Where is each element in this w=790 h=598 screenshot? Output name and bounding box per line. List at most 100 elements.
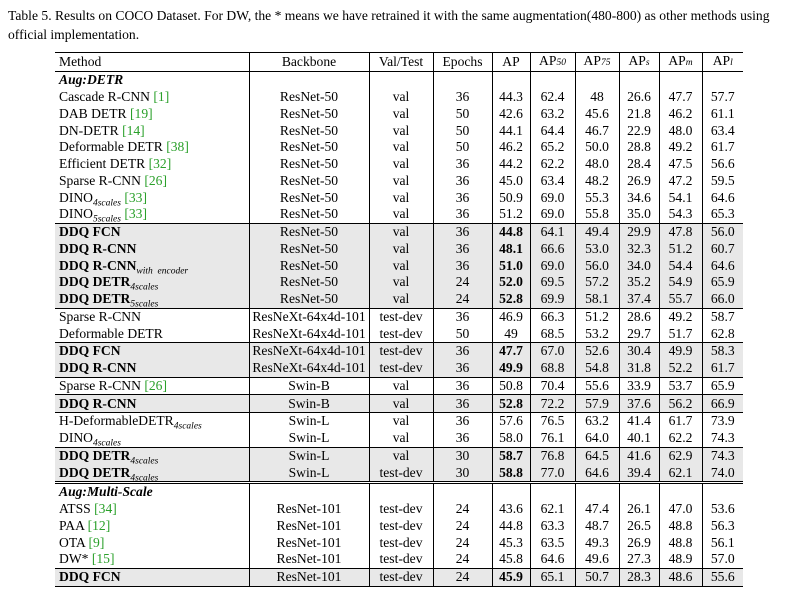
apm-cell: 51.7 [659,325,703,343]
method-name: Sparse R-CNN [59,377,141,393]
method-subscript: 4scales [130,456,159,465]
epochs-cell: 36 [433,341,493,360]
aps-cell: 31.8 [619,359,660,377]
citation-link[interactable]: [26] [144,172,167,188]
ap50-cell: 64.4 [530,122,576,139]
header-apl: APl [702,52,743,72]
method-subscript: 4scales [173,422,202,430]
ap50-cell: 69.0 [530,257,576,274]
epochs-cell: 24 [433,274,493,291]
epochs-cell: 36 [433,411,493,430]
ap50-cell: 68.8 [530,359,576,377]
backbone-cell: ResNet-50 [249,172,370,190]
apm-cell: 61.7 [659,411,703,430]
method-name: DDQ FCN [59,569,121,585]
table-row: DDQ R-CNN Swin-B val 36 52.8 72.2 57.9 37.6 56.2… [55,394,743,413]
apm-cell: 54.9 [659,274,703,291]
epochs-cell: 24 [433,551,493,569]
ap-cell: 52.0 [492,274,531,291]
epochs-cell: 30 [433,446,493,465]
method-cell: DAB DETR [19] [55,105,250,123]
citation-link[interactable]: [19] [130,105,153,121]
aps-cell: 39.4 [619,464,660,483]
split-cell: val [369,222,434,241]
table-row: DN-DETR [14] ResNet-50 val 50 44.1 64.4 46.7 22… [55,122,743,139]
ap-cell: 48.1 [492,240,531,258]
ap-cell: 42.6 [492,105,531,123]
backbone-cell: Swin-B [249,376,370,395]
split-cell: test-dev [369,551,434,569]
method-name: DDQ DETR [59,447,131,463]
method-name: PAA [59,517,85,533]
aps-cell: 41.6 [619,446,660,465]
header-apm: APm [659,52,703,72]
table-row: DDQ FCN ResNeXt-64x4d-101 test-dev 36 47.7 67… [55,341,743,360]
header-backbone: Backbone [249,52,370,72]
ap50-cell: 62.2 [530,155,576,173]
apl-cell: 74.0 [702,464,743,483]
method-name: Efficient DETR [59,156,146,172]
ap-cell: 58.0 [492,429,531,447]
epochs-cell: 36 [433,376,493,395]
apl-cell: 74.3 [702,446,743,465]
citation-link[interactable]: [14] [122,122,145,138]
split-cell: test-dev [369,307,434,326]
table-row: ATSS [34] ResNet-101 test-dev 24 43.6 62.1 47.… [55,500,743,518]
section-title: Aug:Multi-Scale [55,480,250,501]
aps-cell: 41.4 [619,411,660,430]
empty-cell [433,480,493,501]
aps-cell: 28.8 [619,139,660,156]
apm-cell: 54.1 [659,189,703,206]
apl-cell: 61.1 [710,105,735,121]
citation-link[interactable]: [33] [124,206,148,222]
ap75-cell: 56.0 [575,257,620,274]
split-cell: val [369,240,434,258]
epochs-cell: 36 [433,307,493,326]
split-cell: val [369,105,434,123]
citation-link[interactable]: [1] [153,89,170,105]
citation-link[interactable]: [34] [94,501,117,517]
ap50-cell: 62.4 [530,88,576,106]
method-name: Sparse R-CNN [59,308,141,324]
method-cell: DDQ DETR4scales [55,446,250,465]
backbone-cell: ResNeXt-64x4d-101 [249,341,370,360]
citation-link[interactable]: [15] [91,551,115,567]
backbone-cell: ResNet-50 [249,88,370,106]
aps-cell: 29.9 [619,222,660,241]
epochs-cell: 24 [433,500,493,518]
apl-cell: 56.1 [710,534,735,550]
citation-link[interactable]: [26] [144,377,167,393]
method-subscript: with_encoder [136,266,189,274]
citation-link[interactable]: [12] [87,517,111,533]
citation-link[interactable]: [9] [88,534,105,550]
table-row: OTA [9] ResNet-101 test-dev 24 45.3 63.5 49.3 2… [55,534,743,551]
empty-cell [249,71,370,89]
epochs-cell: 36 [433,155,493,173]
backbone-cell: Swin-B [249,394,370,413]
ap50-cell: 64.1 [530,222,576,241]
epochs-cell: 24 [433,534,493,551]
apm-cell: 49.2 [659,307,703,326]
table-row: Sparse R-CNN [26] Swin-B val 36 50.8 70.4 55.6… [55,376,743,395]
ap75-cell: 55.8 [575,206,620,224]
method-cell: Cascade R-CNN [1] [55,88,250,106]
apl-cell: 57.7 [710,89,735,105]
apm-cell: 46.2 [659,105,703,123]
apl-cell: 74.3 [710,430,735,446]
epochs-cell: 36 [433,189,493,206]
table-row: Deformable DETR [38] ResNet-50 val 50 46.2 65… [55,139,743,156]
backbone-cell: ResNeXt-64x4d-101 [249,325,370,343]
citation-link[interactable]: [38] [166,139,189,155]
method-cell: DDQ DETR4scales [55,274,250,291]
epochs-cell: 24 [433,290,493,308]
citation-link[interactable]: [33] [124,189,148,205]
citation-link[interactable]: [32] [148,156,172,172]
split-cell: val [369,429,434,447]
ap-cell: 44.8 [492,517,531,535]
method-name: DDQ FCN [59,343,121,359]
apm-cell: 54.3 [659,206,703,224]
method-name: DDQ R-CNN [59,240,137,256]
split-cell: val [369,88,434,106]
apm-cell: 48.9 [659,551,703,569]
table-row: DDQ R-CNN ResNeXt-64x4d-101 test-dev 36 49.9… [55,359,743,377]
